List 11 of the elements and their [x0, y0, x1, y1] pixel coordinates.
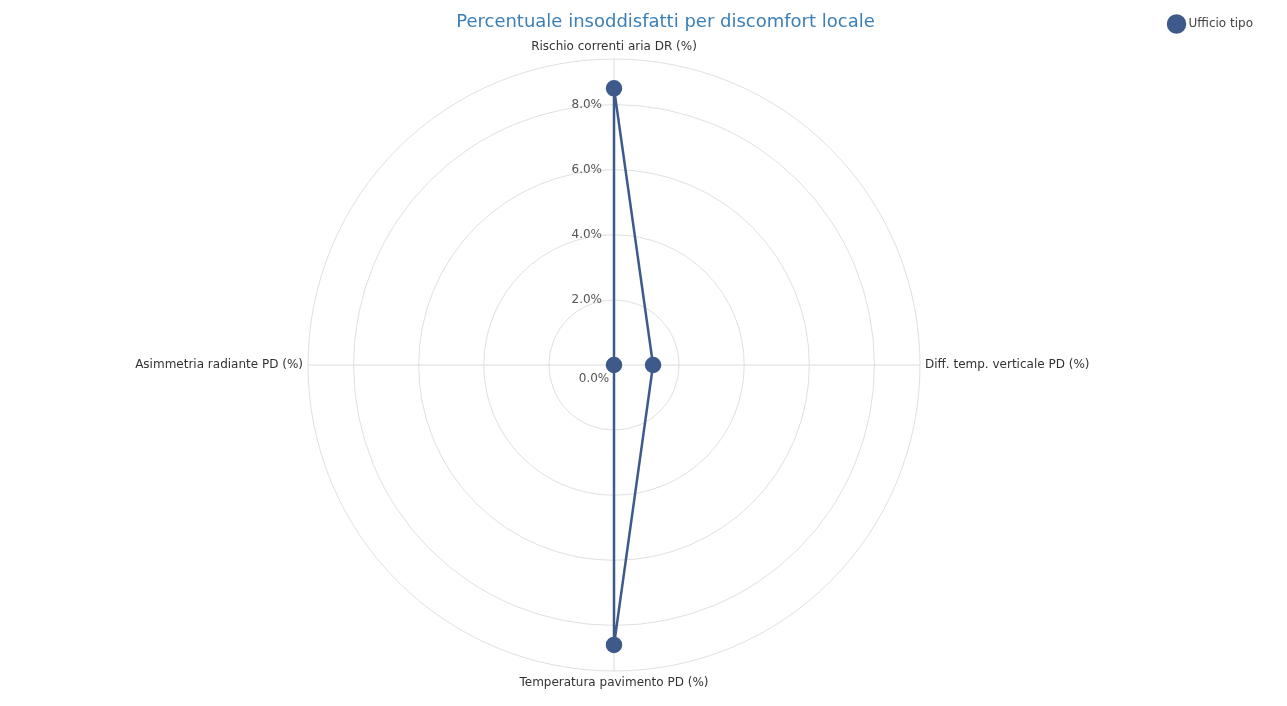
y-tick-label: 8.0%: [571, 96, 602, 111]
y-tick-label: 6.0%: [571, 161, 602, 176]
spoke-label: Rischio correnti aria DR (%): [531, 38, 697, 53]
spoke-label: Diff. temp. verticale PD (%): [925, 357, 1090, 372]
spoke-label: Asimmetria radiante PD (%): [135, 357, 303, 372]
chart-title: Percentuale insoddisfatti per discomfort locale: [456, 10, 875, 32]
y-tick-label: 0.0%: [578, 371, 610, 386]
y-tick-label: 4.0%: [571, 226, 602, 241]
spoke-label: Temperatura pavimento PD (%): [518, 675, 709, 690]
y-tick-label: 2.0%: [571, 292, 602, 307]
legend-label: Ufficio tipo: [1188, 16, 1254, 31]
